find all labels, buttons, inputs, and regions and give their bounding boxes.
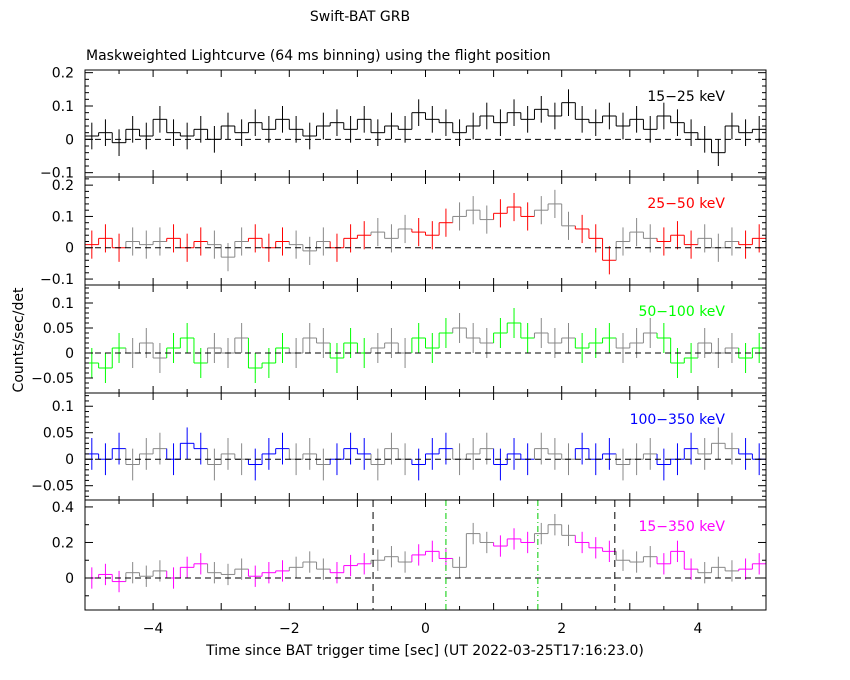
y-tick-label: 0.2 [52, 178, 74, 194]
y-tick-label: −0.1 [40, 166, 74, 182]
x-axis-label: Time since BAT trigger time [sec] (UT 20… [205, 643, 644, 659]
x-tick-label: −2 [279, 621, 300, 637]
y-tick-label: 0.05 [43, 321, 74, 337]
y-tick-label: 0.1 [52, 399, 74, 415]
x-tick-label: −4 [143, 621, 164, 637]
panel-energy-label: 25−50 keV [647, 196, 725, 212]
y-tick-label: 0.1 [52, 296, 74, 312]
y-tick-label: 0.2 [52, 535, 74, 551]
y-tick-label: 0 [65, 571, 74, 587]
y-axis-label: Counts/sec/det [11, 287, 27, 392]
x-tick-label: 4 [693, 621, 702, 637]
y-tick-label: 0.4 [52, 500, 74, 516]
y-tick-label: −0.05 [31, 371, 74, 387]
y-tick-label: 0 [65, 132, 74, 148]
y-tick-label: 0 [65, 346, 74, 362]
panel-energy-label: 15−350 keV [638, 519, 725, 535]
y-tick-label: −0.05 [31, 479, 74, 495]
y-tick-label: 0.1 [52, 209, 74, 225]
panel-energy-label: 15−25 keV [647, 89, 725, 105]
y-tick-label: 0.1 [52, 99, 74, 115]
y-tick-label: −0.1 [40, 272, 74, 288]
x-tick-label: 2 [557, 621, 566, 637]
chart-title: Swift-BAT GRB [310, 9, 410, 25]
y-tick-label: 0 [65, 241, 74, 257]
chart-subtitle: Maskweighted Lightcurve (64 ms binning) … [86, 48, 551, 64]
y-tick-label: 0 [65, 452, 74, 468]
y-tick-label: 0.05 [43, 426, 74, 442]
panel-energy-label: 100−350 keV [630, 412, 726, 428]
y-tick-label: 0.2 [52, 66, 74, 82]
panel-energy-label: 50−100 keV [638, 304, 725, 320]
x-tick-label: 0 [421, 621, 430, 637]
